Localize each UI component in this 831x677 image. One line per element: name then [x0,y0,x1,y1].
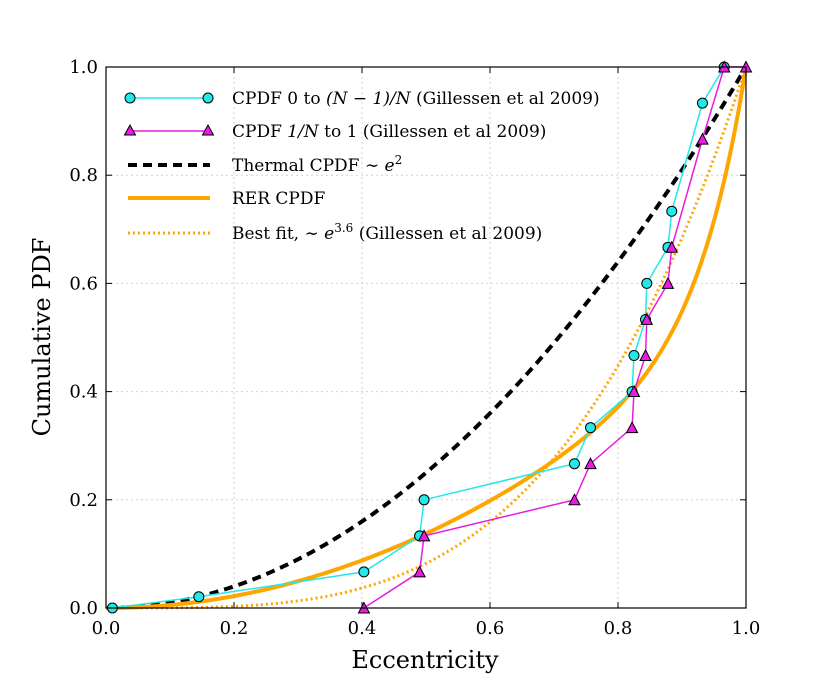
y-tick-label: 0.8 [69,165,98,186]
legend-cpdf0-math: (N − 1)/N [326,89,412,109]
y-tick-label: 0.6 [69,273,98,294]
legend-cpdf0-suffix: (Gillessen et al 2009) [411,89,600,109]
legend-best-prefix: Best fit, ∼ [232,224,324,244]
legend-swatch-cpdf0-marker-left [124,92,136,104]
cpdf-1n-point [661,276,675,289]
cpdf-1n-point [696,132,709,145]
cpdf-1n-point [568,493,581,506]
legend-cpdf1-prefix: CPDF [232,122,287,142]
legend-entry-best-fit: Best fit, ∼ e3.6 (Gillessen et al 2009) [128,221,542,244]
legend-thermal-base: e [385,156,395,176]
cpdf-0-point [418,494,430,506]
y-tick-label: 0.4 [69,382,98,403]
legend-thermal-prefix: Thermal CPDF ∼ [232,156,385,176]
legend-swatch-cpdf0-marker-right [202,92,214,104]
x-tick-label: 0.4 [348,618,377,639]
cpdf-1n-series [357,60,753,614]
legend-thermal-exp: 2 [395,153,403,167]
cpdf-1n-point [625,421,639,434]
x-tick-label: 0.8 [604,618,633,639]
cpdf-0-point [358,566,370,578]
plot-frame [105,66,747,609]
y-tick-label: 0.0 [69,598,98,619]
legend-label-thermal: Thermal CPDF ∼ e2 [232,153,402,176]
cpdf-1n-line [363,66,746,609]
cpdf-0-series [106,61,730,614]
cpdf-1n-point [640,312,654,325]
cpdf-0-point [628,350,640,362]
legend-swatch-cpdf1-marker-right [201,123,215,136]
cpdf-1n-point [665,240,679,253]
legend-entry-thermal: Thermal CPDF ∼ e2 [128,153,402,176]
legend-cpdf1-suffix: to 1 (Gillessen et al 2009) [319,122,547,142]
grid [106,67,746,608]
y-tick-label: 1.0 [69,57,98,78]
legend-entry-cpdf1: CPDF 1/N to 1 (Gillessen et al 2009) [123,122,546,142]
cpdf-0-point [568,458,580,470]
legend-entry-cpdf0: CPDF 0 to (N − 1)/N (Gillessen et al 200… [124,89,600,109]
cpdf-1n-point [627,385,641,398]
rer-cpdf-line [105,66,748,610]
legend-cpdf1-math: 1/N [287,122,320,142]
legend-best-suffix: (Gillessen et al 2009) [353,224,542,244]
legend-best-base: e [324,224,334,244]
y-axis-label: Cumulative PDF [28,238,56,437]
legend-label-cpdf0: CPDF 0 to (N − 1)/N (Gillessen et al 200… [232,89,600,109]
cpdf-0-point [193,591,205,603]
cpdf-1n-point [584,457,597,470]
y-tick-label: 0.2 [69,490,98,511]
legend-swatch-cpdf1-marker-left [123,123,137,136]
legend-label-cpdf1: CPDF 1/N to 1 (Gillessen et al 2009) [232,122,546,142]
best-fit-line [106,66,748,610]
cpdf-0-point [696,97,708,109]
legend-label-rer: RER CPDF [232,189,325,209]
legend-label-best-fit: Best fit, ∼ e3.6 (Gillessen et al 2009) [232,221,542,244]
x-axis-label: Eccentricity [351,646,499,674]
cpdf-0-point [666,205,678,217]
x-tick-label: 1.0 [732,618,761,639]
cpdf-0-line [112,66,725,609]
cpdf-1n-point [417,529,431,542]
x-tick-label: 0.0 [92,618,121,639]
cpdf-0-point [641,277,653,289]
axis-ticks: 0.0 0.2 0.4 0.6 0.8 1.0 0.0 0.2 0.4 0.6 0.8 1.0 [69,57,760,639]
x-tick-label: 0.6 [476,618,505,639]
x-tick-label: 0.2 [220,618,249,639]
legend-entry-rer: RER CPDF [128,189,325,209]
cpdf-1n-point [413,565,426,578]
thermal-cpdf-line [105,65,748,610]
legend-best-exp: 3.6 [334,221,353,235]
cpdf-1n-point [639,348,652,361]
legend: CPDF 0 to (N − 1)/N (Gillessen et al 200… [123,89,600,244]
legend-cpdf0-prefix: CPDF 0 to [232,89,326,109]
cpdf-0-point [584,422,596,434]
